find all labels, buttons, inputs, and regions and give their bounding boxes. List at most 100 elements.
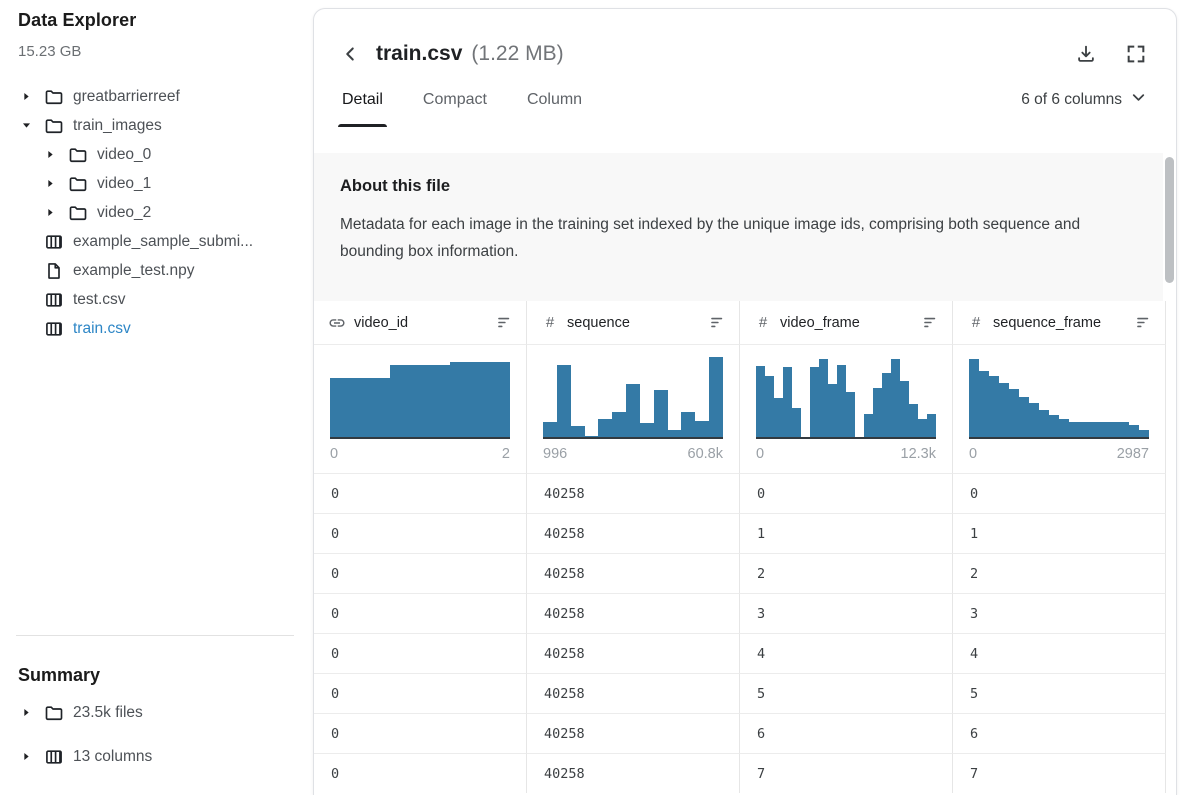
- table-cell-sequence_frame: 4: [953, 633, 1166, 673]
- tree-item-label: video_2: [97, 203, 152, 221]
- hist-bar: [774, 397, 783, 437]
- tree-item-label: test.csv: [73, 290, 126, 308]
- table-cell-sequence_frame: 1: [953, 513, 1166, 553]
- tabs: Detail Compact Column: [338, 73, 584, 127]
- download-button[interactable]: [1074, 42, 1098, 66]
- hist-bar: [598, 418, 613, 437]
- hist-bar: [1029, 403, 1039, 437]
- tree-item-test-csv[interactable]: test.csv: [18, 285, 303, 314]
- caret-right-icon[interactable]: [18, 750, 44, 763]
- table-cell-sequence_frame: 5: [953, 673, 1166, 713]
- tree-item-label: example_test.npy: [73, 261, 195, 279]
- hist-bar: [810, 367, 819, 437]
- table-cell-video_frame: 6: [740, 713, 953, 753]
- tab-compact[interactable]: Compact: [421, 73, 489, 127]
- back-button[interactable]: [338, 42, 362, 66]
- hist-bar: [1039, 409, 1049, 437]
- columns-selector-label: 6 of 6 columns: [1021, 91, 1122, 108]
- hist-bar: [709, 357, 723, 437]
- fullscreen-icon: [1125, 43, 1147, 65]
- hist-bar: [1089, 422, 1099, 437]
- table-cell-video_frame: 3: [740, 593, 953, 633]
- column-header-sequence[interactable]: # sequence: [527, 301, 740, 345]
- tree-item-train-images[interactable]: train_images: [18, 111, 303, 140]
- table-cell-sequence_frame: 7: [953, 753, 1166, 793]
- hist-bar: [1009, 389, 1019, 437]
- hist-bar: [543, 422, 557, 437]
- table-cell-video_id: 0: [314, 593, 527, 633]
- sidebar-divider: [16, 635, 294, 636]
- hash-icon: #: [758, 314, 768, 331]
- summary-item-23-5k-files[interactable]: 23.5k files: [18, 698, 303, 727]
- caret-right-icon[interactable]: [18, 706, 44, 719]
- tab-detail[interactable]: Detail: [338, 73, 387, 127]
- table-cell-video_frame: 4: [740, 633, 953, 673]
- hist-bar: [1139, 429, 1149, 437]
- hist-bar: [653, 390, 668, 437]
- hist-bar: [1049, 414, 1059, 437]
- table-cell-sequence: 40258: [527, 633, 740, 673]
- data-table: video_id # sequence # video_frame # sequence_f…: [314, 301, 1166, 793]
- file-title: train.csv: [376, 42, 463, 65]
- histogram-range: 0 12.3k: [756, 439, 936, 469]
- sort-icon[interactable]: [708, 313, 727, 332]
- caret-right-icon[interactable]: [42, 148, 68, 161]
- column-name: sequence_frame: [993, 314, 1102, 331]
- sort-icon[interactable]: [921, 313, 940, 332]
- hist-bar: [819, 359, 828, 437]
- table-cell-video_id: 0: [314, 673, 527, 713]
- scrollbar-thumb[interactable]: [1165, 157, 1174, 283]
- table-icon: [44, 747, 64, 767]
- hist-bar: [756, 365, 765, 437]
- tree-item-example-sample-submi-[interactable]: example_sample_submi...: [18, 227, 303, 256]
- table-cell-video_frame: 1: [740, 513, 953, 553]
- summary-list: 23.5k files 13 columns: [18, 698, 303, 786]
- folder-icon: [44, 703, 64, 723]
- column-header-sequence_frame[interactable]: # sequence_frame: [953, 301, 1166, 345]
- summary-item-13-columns[interactable]: 13 columns: [18, 742, 303, 771]
- vertical-scrollbar[interactable]: [1164, 153, 1175, 795]
- hist-bar: [639, 423, 654, 437]
- file-preview-scroll-area: About this file Metadata for each image …: [314, 153, 1176, 795]
- hist-bar: [882, 373, 891, 437]
- link-icon: [328, 314, 346, 332]
- caret-right-icon[interactable]: [18, 90, 44, 103]
- tree-item-video-2[interactable]: video_2: [42, 198, 303, 227]
- tree-item-video-0[interactable]: video_0: [42, 140, 303, 169]
- histogram-range: 996 60.8k: [543, 439, 723, 469]
- columns-selector[interactable]: 6 of 6 columns: [1021, 88, 1148, 112]
- tree-item-example-test-npy[interactable]: example_test.npy: [18, 256, 303, 285]
- table-cell-video_frame: 0: [740, 473, 953, 513]
- column-header-video_frame[interactable]: # video_frame: [740, 301, 953, 345]
- range-max: 2987: [1116, 446, 1149, 462]
- table-cell-sequence_frame: 2: [953, 553, 1166, 593]
- histogram-range: 0 2987: [969, 439, 1149, 469]
- sort-icon[interactable]: [495, 313, 514, 332]
- folder-icon: [68, 174, 88, 194]
- hist-bar: [390, 364, 450, 437]
- hist-bar: [918, 418, 927, 437]
- tree-item-train-csv[interactable]: train.csv: [18, 314, 303, 343]
- chevron-down-icon: [1129, 88, 1148, 112]
- file-size: (1.22 MB): [471, 42, 564, 65]
- caret-down-icon[interactable]: [18, 119, 44, 132]
- tree-item-label: video_1: [97, 174, 152, 192]
- caret-right-icon[interactable]: [42, 177, 68, 190]
- range-max: 12.3k: [900, 446, 936, 462]
- hist-bar: [837, 364, 846, 437]
- tree-item-video-1[interactable]: video_1: [42, 169, 303, 198]
- tab-column[interactable]: Column: [525, 73, 584, 127]
- tree-item-greatbarrierreef[interactable]: greatbarrierreef: [18, 82, 303, 111]
- hist-bar: [891, 359, 900, 437]
- hist-bar: [1109, 422, 1119, 437]
- sort-icon[interactable]: [1134, 313, 1153, 332]
- column-header-video_id[interactable]: video_id: [314, 301, 527, 345]
- histogram-sequence: 996 60.8k: [527, 345, 740, 473]
- hist-bar: [909, 404, 918, 437]
- back-chevron-icon: [339, 43, 361, 65]
- fullscreen-button[interactable]: [1124, 42, 1148, 66]
- caret-right-icon[interactable]: [42, 206, 68, 219]
- table-cell-video_frame: 7: [740, 753, 953, 793]
- hist-bar: [989, 376, 999, 437]
- table-cell-sequence: 40258: [527, 713, 740, 753]
